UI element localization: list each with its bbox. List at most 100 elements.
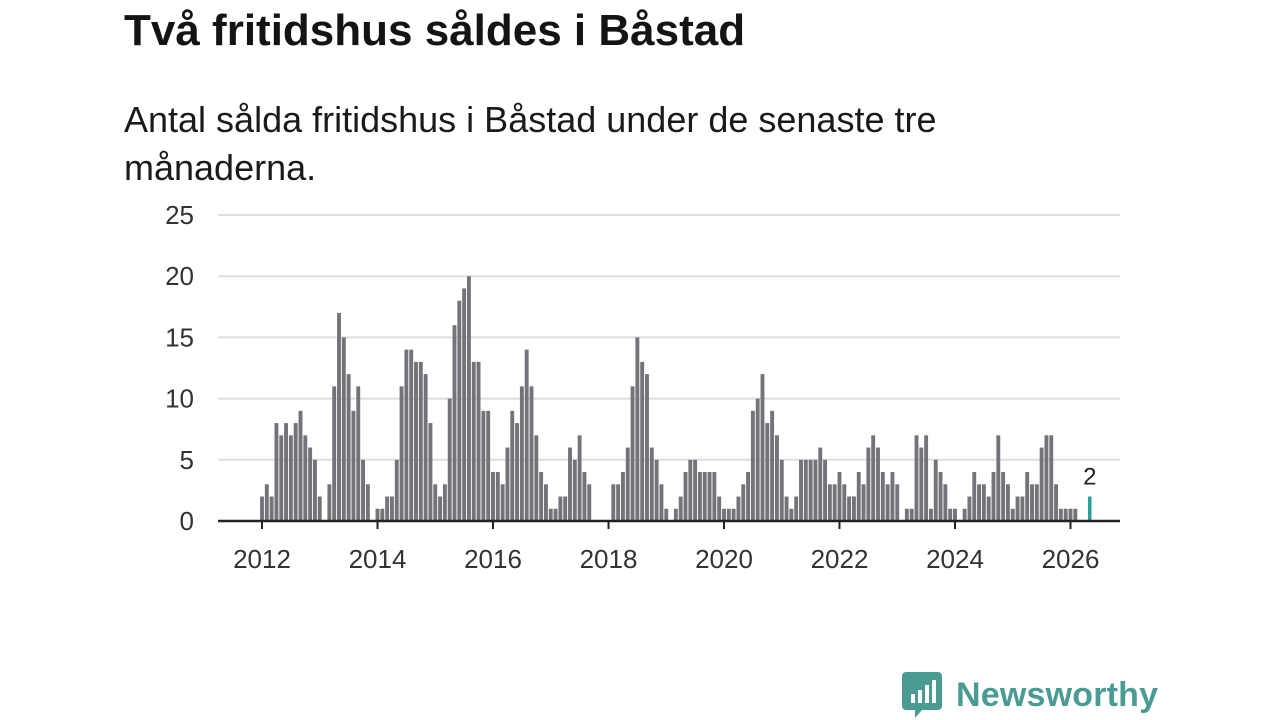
bar: [755, 398, 760, 521]
bar: [452, 325, 457, 521]
bar: [587, 484, 592, 521]
bar: [1049, 435, 1054, 521]
bar: [1034, 484, 1039, 521]
bar: [866, 447, 871, 521]
bar: [659, 484, 664, 521]
bar: [418, 361, 423, 521]
y-tick-label: 5: [180, 445, 194, 475]
bar: [986, 496, 991, 521]
bar: [914, 435, 919, 521]
bar: [365, 484, 370, 521]
x-tick-label: 2016: [464, 544, 522, 574]
bar: [457, 300, 462, 521]
brand-footer: Newsworthy: [902, 670, 1158, 720]
y-tick-label: 15: [165, 322, 194, 352]
bar: [779, 459, 784, 521]
bar: [707, 472, 712, 521]
bar: [495, 472, 500, 521]
bar: [645, 374, 649, 521]
bar: [1001, 472, 1006, 521]
bar: [303, 435, 308, 521]
bar: [447, 398, 452, 521]
bar: [977, 484, 982, 521]
x-tick-label: 2022: [811, 544, 869, 574]
bar: [1015, 496, 1020, 521]
bar: [462, 288, 467, 521]
bar: [534, 435, 539, 521]
bar: [1044, 435, 1049, 521]
bar: [750, 410, 755, 521]
x-tick-label: 2014: [349, 544, 407, 574]
bar: [1063, 508, 1068, 521]
bar: [962, 508, 967, 521]
bar: [428, 423, 433, 521]
bar: [678, 496, 683, 521]
bar: [519, 386, 524, 521]
bar: [563, 496, 568, 521]
bar: [611, 484, 616, 521]
bar: [312, 459, 317, 521]
chart-speech-bubble-icon: [902, 672, 942, 718]
bar: [991, 472, 996, 521]
x-tick-label: 2020: [695, 544, 753, 574]
bar: [938, 472, 943, 521]
bar: [515, 423, 520, 521]
bar: [375, 508, 380, 521]
bar-series: [260, 276, 1092, 521]
bar: [837, 472, 842, 521]
bar: [308, 447, 313, 521]
bar: [1005, 484, 1010, 521]
bar: [337, 312, 341, 521]
bar: [414, 361, 418, 521]
bar: [832, 484, 837, 521]
bar: [543, 484, 548, 521]
bar: [264, 484, 269, 521]
bar-latest: [1088, 496, 1092, 521]
bar: [1068, 508, 1073, 521]
bar: [433, 484, 438, 521]
bar: [871, 435, 876, 521]
bar: [524, 349, 529, 521]
bar: [876, 447, 880, 521]
bar: [1073, 508, 1078, 521]
bar: [1010, 508, 1015, 521]
bar: [919, 447, 924, 521]
chart-subtitle: Antal sålda fritidshus i Båstad under de…: [124, 99, 937, 188]
bar: [726, 508, 731, 521]
y-tick-label: 0: [180, 506, 194, 536]
bar: [380, 508, 385, 521]
bar: [548, 508, 553, 521]
bar: [346, 374, 351, 521]
bar: [558, 496, 563, 521]
bar: [327, 484, 332, 521]
bar: [683, 472, 688, 521]
bar: [885, 484, 890, 521]
bar: [399, 386, 404, 521]
bar: [880, 472, 885, 521]
bar: [649, 447, 654, 521]
bar: [476, 361, 481, 521]
bar: [466, 276, 471, 521]
bar: [741, 484, 746, 521]
gridlines: [218, 214, 1120, 461]
bar: [616, 484, 621, 521]
bar: [269, 496, 274, 521]
brand-name: Newsworthy: [956, 675, 1159, 714]
bar: [389, 496, 394, 521]
y-tick-label: 20: [165, 261, 194, 291]
data-label-latest: 2: [1083, 464, 1096, 491]
bar: [577, 435, 582, 521]
bar: [409, 349, 414, 521]
bar: [943, 484, 948, 521]
bar: [808, 459, 813, 521]
bar: [823, 459, 828, 521]
x-tick-label: 2024: [926, 544, 984, 574]
bar: [760, 374, 765, 521]
bar: [702, 472, 707, 521]
bar: [851, 496, 856, 521]
y-tick-label: 10: [165, 384, 194, 414]
bar: [673, 508, 678, 521]
bar: [731, 508, 736, 521]
bar: [847, 496, 852, 521]
bar: [904, 508, 909, 521]
